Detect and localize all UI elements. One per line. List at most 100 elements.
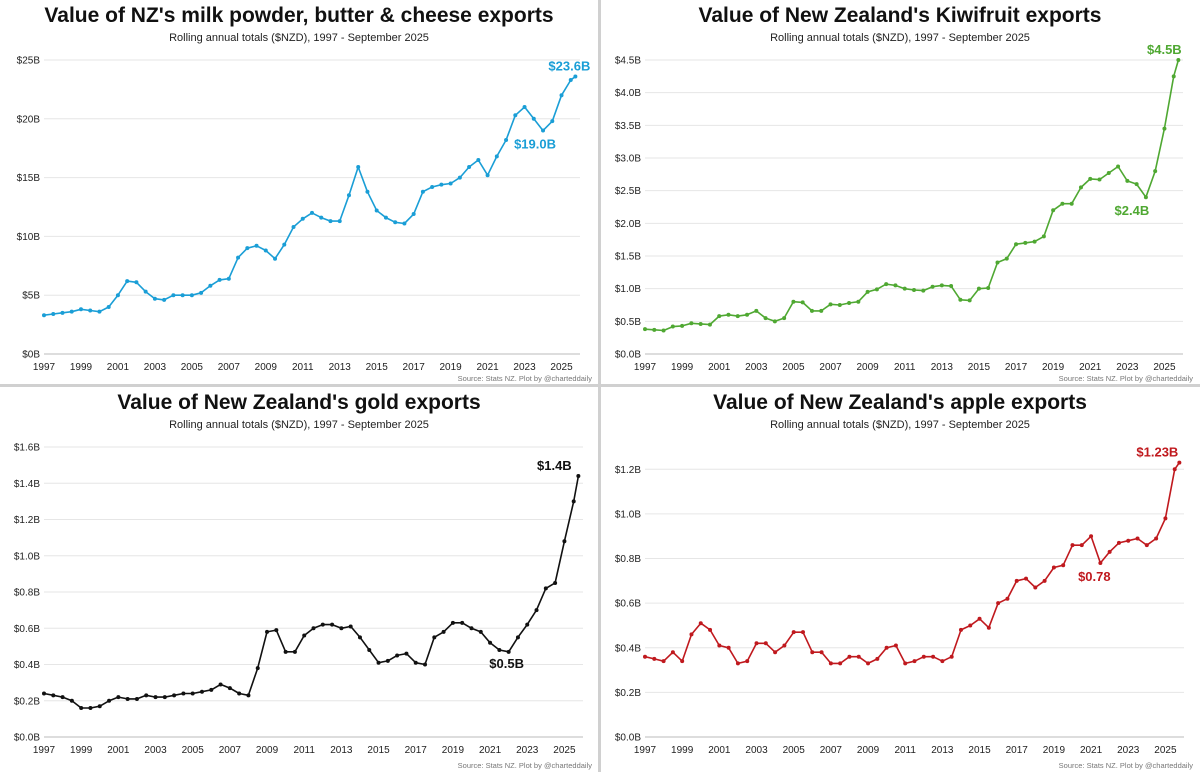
data-point	[698, 321, 703, 326]
data-point	[689, 632, 694, 637]
chart-title: Value of New Zealand's gold exports	[117, 391, 481, 414]
data-point	[968, 623, 973, 628]
data-point	[958, 297, 963, 302]
data-point	[707, 322, 712, 327]
data-point	[1144, 543, 1149, 548]
chart-subtitle: Rolling annual totals ($NZD), 1997 - Sep…	[169, 32, 429, 44]
data-point	[144, 693, 149, 698]
data-point	[423, 662, 428, 667]
data-point	[469, 626, 474, 631]
dairy-plot: $0B $5B $10B $15B $20B $25B 1997 1999 2001 2003 20…	[17, 56, 591, 374]
data-point	[125, 696, 130, 701]
data-point	[292, 649, 297, 654]
data-point	[1097, 177, 1102, 182]
data-point	[485, 173, 490, 178]
x-tick-label: 2025	[1153, 362, 1176, 373]
data-point	[274, 628, 279, 633]
x-tick-label: 2003	[144, 745, 167, 756]
data-point	[800, 300, 805, 305]
data-point	[42, 691, 46, 696]
data-point	[1089, 534, 1094, 539]
data-point	[448, 181, 453, 186]
x-tick-label: 2019	[1042, 362, 1065, 373]
y-tick-label: $0.0B	[615, 733, 641, 744]
x-tick-label: 1999	[671, 745, 694, 756]
kiwifruit-plot: $0.0B $0.5B $1.0B $1.5B $2.0B $2.5B $3.0B $3.5B…	[615, 42, 1183, 373]
data-point	[986, 625, 991, 630]
data-point	[515, 635, 520, 640]
chart-subtitle: Rolling annual totals ($NZD), 1997 - Sep…	[770, 419, 1030, 431]
data-point	[680, 323, 685, 328]
data-point	[291, 224, 296, 229]
data-point	[1098, 561, 1103, 565]
data-point	[506, 649, 511, 654]
data-point	[568, 77, 573, 82]
x-tick-label: 2019	[439, 362, 462, 373]
x-tick-label: 2013	[329, 362, 352, 373]
y-tick-label: $1.0B	[14, 551, 40, 562]
data-point	[828, 661, 833, 666]
x-tick-label: 1999	[70, 745, 93, 756]
data-point	[745, 659, 750, 664]
data-point	[856, 299, 861, 304]
value-annotation: $23.6B	[548, 58, 590, 73]
data-point	[190, 691, 195, 696]
data-point	[967, 298, 972, 303]
data-point	[51, 312, 56, 317]
x-tick-label: 2023	[513, 362, 536, 373]
data-point	[69, 698, 74, 703]
data-point	[708, 627, 713, 632]
data-point	[534, 608, 539, 613]
data-point	[330, 622, 335, 627]
data-point	[903, 661, 908, 666]
x-tick-label: 2017	[1006, 745, 1029, 756]
data-point	[346, 193, 351, 198]
data-point	[939, 283, 944, 288]
y-tick-label: $4.5B	[615, 56, 641, 67]
gold-exports-panel: Value of New Zealand's gold exports Roll…	[0, 387, 598, 771]
data-point	[1051, 208, 1056, 213]
data-point	[374, 208, 379, 213]
x-tick-label: 2015	[968, 745, 991, 756]
data-point	[884, 282, 889, 287]
data-point	[152, 296, 157, 301]
data-point	[441, 629, 446, 634]
data-point	[189, 293, 194, 298]
data-point	[893, 283, 898, 288]
data-point	[476, 157, 481, 162]
data-point	[460, 620, 465, 625]
data-point	[543, 586, 548, 591]
y-tick-label: $15B	[17, 173, 41, 184]
value-annotation: $1.4B	[537, 458, 572, 473]
data-point	[1024, 576, 1029, 581]
data-point	[921, 288, 926, 293]
data-point	[395, 653, 400, 658]
data-point	[115, 293, 120, 298]
source-note: Source: Stats NZ. Plot by @charteddaily	[457, 761, 592, 770]
data-point	[199, 689, 204, 694]
x-tick-label: 2021	[476, 362, 499, 373]
data-point	[60, 695, 65, 700]
data-point	[413, 660, 418, 665]
x-tick-label: 2001	[107, 362, 130, 373]
data-point	[522, 105, 527, 110]
value-annotation: $0.5B	[489, 656, 524, 671]
data-point	[791, 630, 796, 635]
source-note: Source: Stats NZ. Plot by @charteddaily	[457, 374, 592, 383]
data-point	[553, 580, 558, 585]
data-point	[698, 621, 703, 626]
data-point	[902, 286, 907, 291]
y-tick-label: $0.0B	[14, 733, 40, 744]
data-point	[810, 650, 815, 655]
data-point	[254, 243, 259, 248]
data-point	[300, 216, 305, 221]
data-point	[995, 260, 1000, 265]
data-point	[513, 113, 518, 118]
data-point	[1079, 543, 1084, 548]
data-point	[1088, 176, 1093, 181]
data-point	[116, 695, 121, 700]
x-tick-label: 2007	[219, 745, 242, 756]
value-annotation: $1.23B	[1136, 445, 1178, 460]
data-point	[497, 648, 502, 652]
